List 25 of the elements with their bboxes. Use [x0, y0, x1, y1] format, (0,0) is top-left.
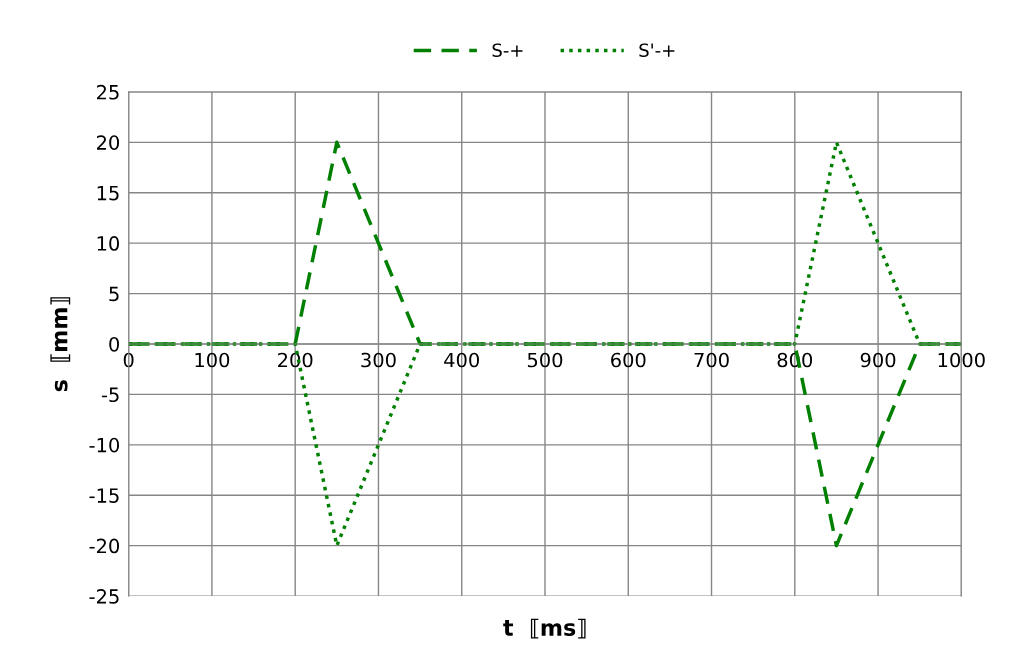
x-tick-label: 500	[527, 352, 563, 368]
y-tick-label: 25	[97, 84, 119, 100]
y-tick-label: -25	[89, 589, 119, 604]
y-tick-label: -10	[89, 437, 120, 453]
y-tick-label: -20	[89, 538, 120, 554]
x-tick-label: 900	[860, 352, 896, 368]
y-tick-label: 5	[109, 286, 119, 302]
x-tick-label: 300	[361, 352, 396, 368]
y-tick-label: 20	[97, 135, 120, 150]
y-tick-label: 10	[97, 236, 120, 251]
x-axis-title: t ⟦ms⟧	[503, 618, 586, 639]
y-tick-label: 0	[109, 336, 120, 352]
x-tick-label: 700	[694, 352, 729, 368]
x-tick-label: 1000	[938, 352, 985, 368]
legend-label: S-+	[492, 43, 523, 58]
x-tick-label: 200	[278, 352, 313, 368]
x-tick-label: 100	[195, 352, 230, 368]
x-tick-label: 400	[444, 352, 479, 368]
y-tick-label: -5	[101, 387, 119, 403]
x-tick-label: 600	[611, 352, 646, 368]
y-tick-label: -15	[89, 488, 119, 503]
y-axis-title: s ⟦mm⟧	[50, 297, 71, 392]
y-tick-label: 15	[97, 185, 119, 201]
x-tick-label: 0	[123, 352, 134, 368]
legend-label: S'-+	[639, 43, 675, 58]
